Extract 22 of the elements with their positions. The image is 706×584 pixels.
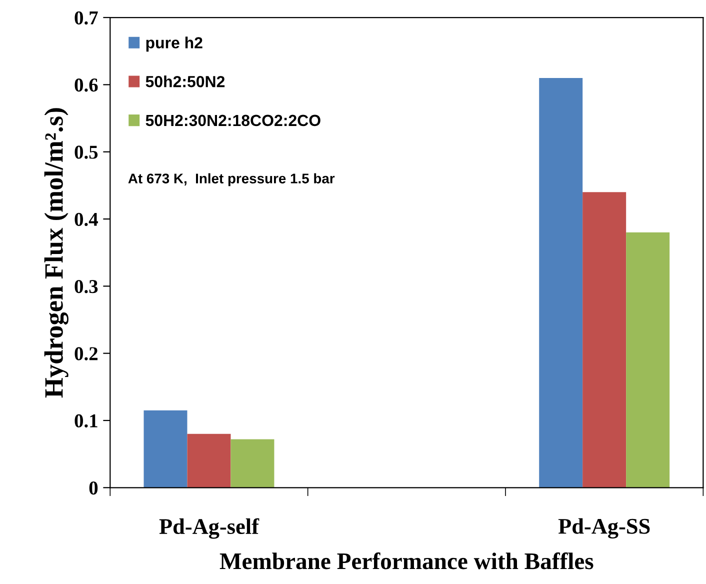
bar	[626, 232, 670, 488]
y-tick-label: 0.6	[74, 78, 98, 92]
bar	[539, 78, 583, 488]
x-axis-title: Membrane Performance with Baffles	[220, 552, 594, 570]
y-tick-label: 0.2	[74, 347, 98, 360]
bar	[187, 434, 231, 488]
x-tick-label: Pd-Ag-self	[159, 518, 260, 539]
y-tick-label: 0.7	[74, 11, 98, 25]
bar	[230, 439, 274, 488]
y-tick-label: 0.4	[74, 212, 98, 226]
bar	[144, 410, 188, 488]
x-tick-label: Pd-Ag-SS	[558, 518, 650, 539]
legend-label: 50h2:50N2	[146, 76, 225, 88]
annotation: At 673 K, Inlet pressure 1.5 bar	[128, 173, 335, 186]
y-tick-label: 0.5	[74, 146, 98, 159]
y-tick-label: 0.1	[74, 414, 98, 428]
y-axis-title: Hydrogen Flux (mol/m².s)	[44, 108, 68, 398]
y-tick-label: 0.3	[74, 280, 98, 294]
legend-label: pure h2	[146, 36, 202, 52]
bar	[582, 192, 626, 488]
legend-label: 50H2:30N2:18CO2:2CO	[146, 114, 320, 126]
y-tick-label: 0	[89, 481, 98, 495]
